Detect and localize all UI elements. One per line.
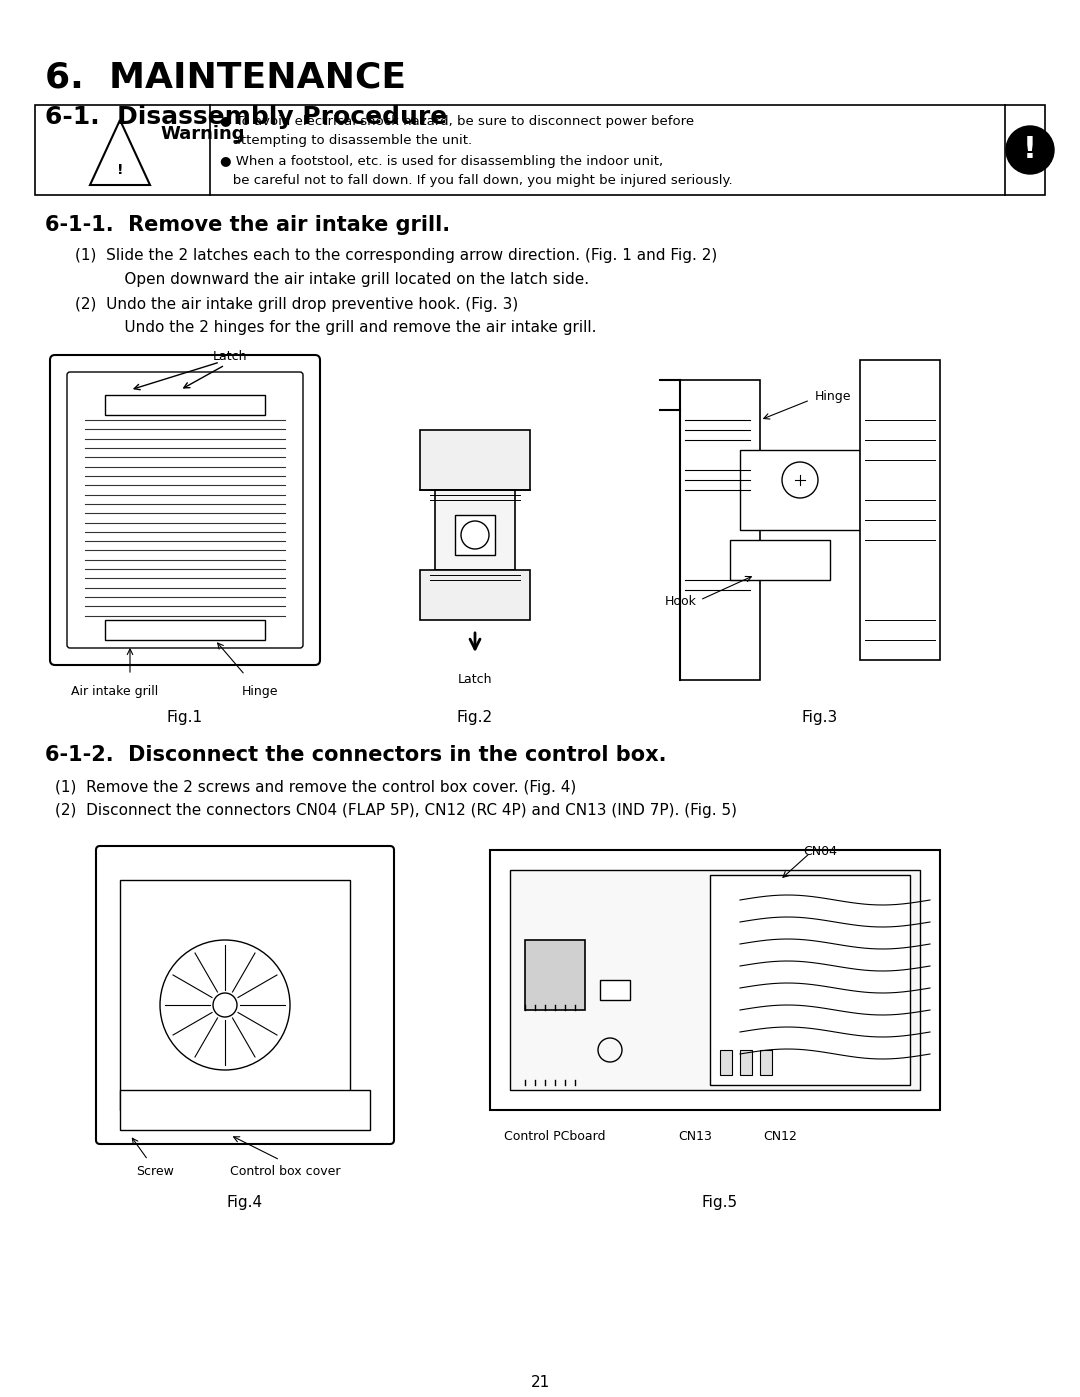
Bar — [710, 875, 910, 1085]
Bar — [740, 450, 860, 529]
Text: Control box cover: Control box cover — [230, 1165, 340, 1178]
Text: Hook: Hook — [665, 595, 697, 608]
FancyBboxPatch shape — [67, 372, 303, 648]
Text: Latch: Latch — [458, 673, 492, 686]
Text: Warning: Warning — [160, 124, 244, 142]
Bar — [860, 360, 940, 659]
Text: Air intake grill: Air intake grill — [71, 685, 159, 698]
Bar — [720, 1051, 732, 1076]
Text: Hinge: Hinge — [242, 685, 279, 698]
Text: Fig.3: Fig.3 — [801, 710, 838, 725]
Bar — [680, 380, 760, 680]
Text: !: ! — [1023, 136, 1037, 165]
Bar — [510, 870, 920, 1090]
Text: ● To avoid electrical shock hazard, be sure to disconnect power before
   attemp: ● To avoid electrical shock hazard, be s… — [220, 115, 694, 147]
Text: ● When a footstool, etc. is used for disassembling the indoor unit,
   be carefu: ● When a footstool, etc. is used for dis… — [220, 155, 732, 187]
Bar — [420, 430, 530, 490]
Bar — [455, 515, 495, 555]
Text: Screw: Screw — [136, 1165, 174, 1178]
Text: Fig.1: Fig.1 — [167, 710, 203, 725]
Bar — [490, 849, 940, 1111]
Bar — [730, 541, 831, 580]
Bar — [120, 1090, 370, 1130]
Circle shape — [1005, 126, 1054, 175]
Text: (2)  Disconnect the connectors CN04 (FLAP 5P), CN12 (RC 4P) and CN13 (IND 7P). (: (2) Disconnect the connectors CN04 (FLAP… — [55, 803, 737, 819]
Text: 6-1-2.  Disconnect the connectors in the control box.: 6-1-2. Disconnect the connectors in the … — [45, 745, 666, 766]
Text: CN13: CN13 — [678, 1130, 712, 1143]
Text: 21: 21 — [530, 1375, 550, 1390]
Bar — [420, 570, 530, 620]
Text: 6-1.  Disassembly Procedure: 6-1. Disassembly Procedure — [45, 105, 447, 129]
Text: (1)  Slide the 2 latches each to the corresponding arrow direction. (Fig. 1 and : (1) Slide the 2 latches each to the corr… — [75, 249, 717, 263]
Bar — [600, 981, 630, 1000]
Text: Fig.4: Fig.4 — [227, 1194, 264, 1210]
Text: !: ! — [117, 163, 123, 177]
Text: CN04: CN04 — [804, 845, 837, 858]
Text: (2)  Undo the air intake grill drop preventive hook. (Fig. 3): (2) Undo the air intake grill drop preve… — [75, 298, 518, 312]
Bar — [435, 490, 515, 570]
Bar — [35, 105, 1045, 196]
Text: Undo the 2 hinges for the grill and remove the air intake grill.: Undo the 2 hinges for the grill and remo… — [100, 320, 596, 335]
Text: Hinge: Hinge — [815, 390, 851, 402]
Bar — [120, 880, 350, 1111]
Bar — [105, 620, 265, 640]
FancyBboxPatch shape — [96, 847, 394, 1144]
Text: Latch: Latch — [213, 351, 247, 363]
Bar — [740, 1051, 752, 1076]
Text: Control PCboard: Control PCboard — [504, 1130, 606, 1143]
Text: (1)  Remove the 2 screws and remove the control box cover. (Fig. 4): (1) Remove the 2 screws and remove the c… — [55, 780, 577, 795]
Text: Fig.5: Fig.5 — [702, 1194, 738, 1210]
Bar — [525, 940, 585, 1010]
Text: 6-1-1.  Remove the air intake grill.: 6-1-1. Remove the air intake grill. — [45, 215, 450, 235]
Text: 6.  MAINTENANCE: 6. MAINTENANCE — [45, 60, 406, 94]
Text: CN12: CN12 — [764, 1130, 797, 1143]
Text: Open downward the air intake grill located on the latch side.: Open downward the air intake grill locat… — [100, 272, 589, 286]
Bar — [760, 1051, 772, 1076]
Bar — [105, 395, 265, 415]
Text: Fig.2: Fig.2 — [457, 710, 494, 725]
FancyBboxPatch shape — [50, 355, 320, 665]
